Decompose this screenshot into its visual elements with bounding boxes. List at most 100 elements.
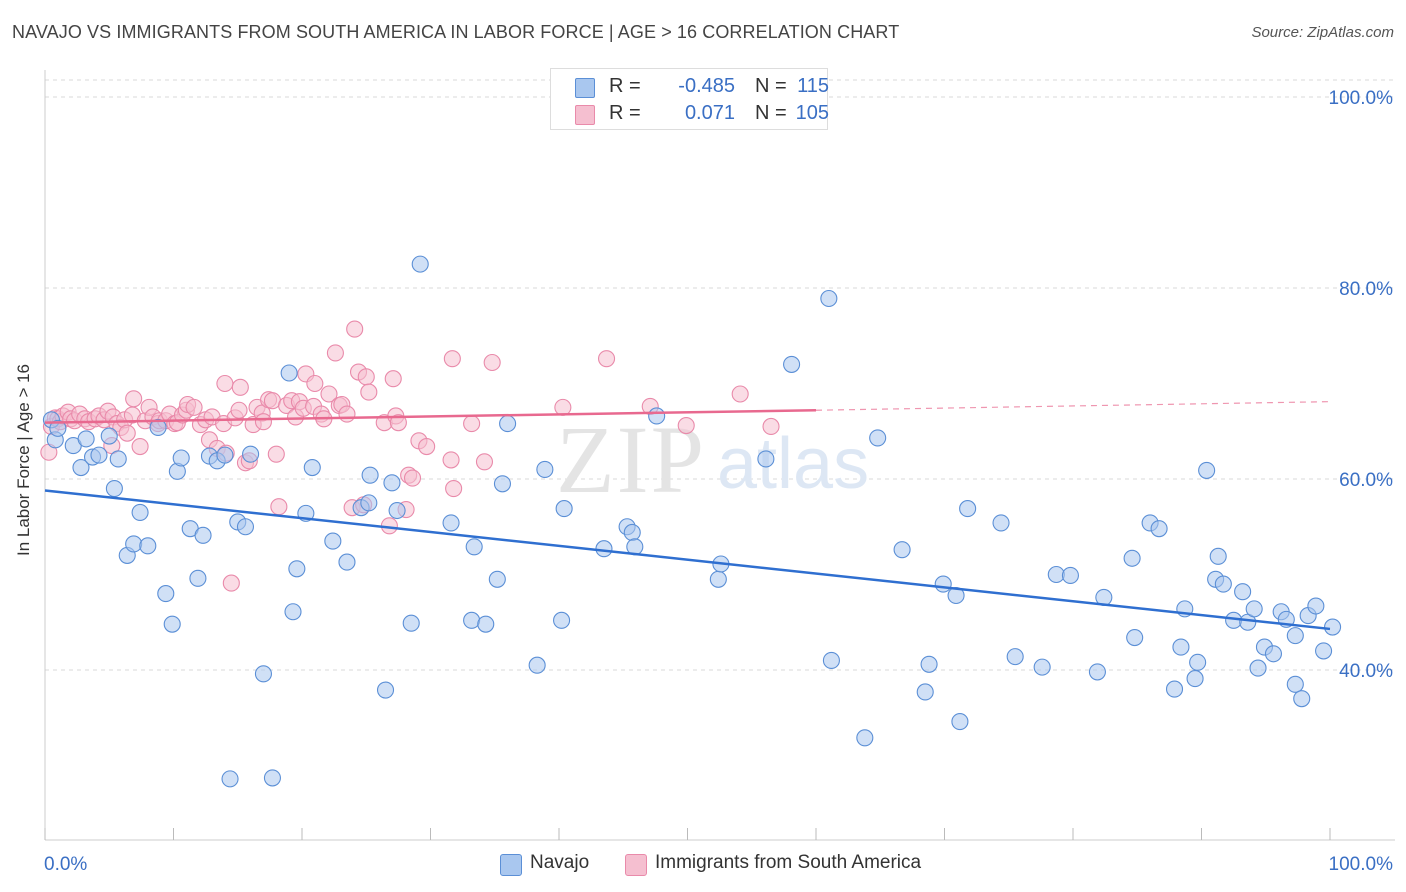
legend-n-value: 115 xyxy=(797,75,829,97)
point-navajo xyxy=(648,407,666,425)
legend-r-key: R = xyxy=(609,75,641,97)
point-navajo xyxy=(528,656,546,674)
point-navajo xyxy=(1061,566,1079,585)
point-navajo xyxy=(959,500,977,518)
point-navajo xyxy=(163,615,181,633)
point-south-america xyxy=(475,453,494,471)
point-navajo xyxy=(1123,549,1141,567)
point-navajo xyxy=(822,651,840,670)
point-navajo xyxy=(488,570,506,588)
point-navajo xyxy=(595,540,613,558)
legend-n-key: N = xyxy=(755,102,787,124)
point-navajo xyxy=(100,427,118,445)
point-south-america xyxy=(389,414,407,432)
point-navajo xyxy=(1249,659,1267,677)
watermark-atlas: atlas xyxy=(717,424,869,504)
point-navajo xyxy=(383,474,401,492)
point-navajo xyxy=(463,611,481,629)
legend-r-value: -0.485 xyxy=(678,75,735,97)
point-south-america xyxy=(320,385,338,403)
point-navajo xyxy=(536,460,554,479)
point-south-america xyxy=(554,398,572,416)
point-navajo xyxy=(869,429,887,447)
point-navajo xyxy=(1234,583,1252,601)
point-navajo xyxy=(1286,627,1304,645)
point-navajo xyxy=(402,614,420,632)
point-south-america xyxy=(254,413,273,431)
point-navajo xyxy=(553,611,571,629)
point-navajo xyxy=(109,450,127,468)
point-south-america xyxy=(418,437,436,456)
point-navajo xyxy=(493,475,512,493)
point-south-america xyxy=(357,368,375,386)
point-navajo xyxy=(442,514,460,532)
point-south-america xyxy=(338,405,356,423)
point-navajo xyxy=(1293,690,1311,708)
point-south-america xyxy=(231,378,249,396)
point-navajo xyxy=(951,713,969,731)
legend-n-value: 105 xyxy=(795,102,829,124)
point-navajo xyxy=(1126,628,1144,647)
point-navajo xyxy=(157,585,175,603)
point-navajo xyxy=(376,681,395,699)
point-navajo xyxy=(477,615,495,633)
legend-label-navajo: Navajo xyxy=(530,852,590,873)
point-navajo xyxy=(783,355,801,373)
point-south-america xyxy=(463,415,481,433)
point-navajo xyxy=(360,494,378,512)
legend-r-value: 0.071 xyxy=(684,102,735,124)
point-navajo xyxy=(236,518,255,536)
point-navajo xyxy=(623,523,641,542)
point-navajo xyxy=(139,537,157,555)
legend-swatch-navajo xyxy=(575,78,595,98)
legend-r-key: R = xyxy=(609,102,641,124)
point-south-america xyxy=(216,374,234,393)
trend-line-south-america-extension xyxy=(815,401,1331,411)
point-navajo xyxy=(709,570,727,588)
trend-line-south-america xyxy=(44,408,817,424)
x-tick-label-max: 100.0% xyxy=(1329,854,1394,875)
point-navajo xyxy=(1088,663,1106,681)
tick-labels: 40.0% 60.0% 80.0% 100.0% 0.0% 100.0% xyxy=(44,88,1393,875)
point-south-america xyxy=(445,479,463,498)
point-south-america xyxy=(762,417,780,436)
point-navajo xyxy=(1189,653,1207,671)
point-navajo xyxy=(216,446,234,464)
point-navajo xyxy=(411,255,429,273)
point-navajo xyxy=(934,575,952,593)
series-navajo xyxy=(42,255,1342,788)
point-south-america xyxy=(731,385,749,403)
point-navajo xyxy=(499,415,517,433)
point-navajo xyxy=(125,535,143,553)
point-navajo xyxy=(757,450,775,468)
point-navajo xyxy=(1033,658,1051,676)
legend-swatch-south-america xyxy=(575,105,595,125)
point-south-america xyxy=(360,383,378,401)
point-south-america xyxy=(442,451,460,469)
point-navajo xyxy=(105,479,123,498)
point-navajo xyxy=(303,458,321,477)
x-tick-label-min: 0.0% xyxy=(44,854,87,875)
point-south-america xyxy=(230,401,248,419)
point-navajo xyxy=(1286,675,1304,693)
watermark: ZIP atlas xyxy=(556,406,869,513)
point-south-america xyxy=(597,350,616,368)
point-navajo xyxy=(820,289,838,308)
point-south-america xyxy=(346,320,364,338)
point-navajo xyxy=(242,445,260,463)
point-south-america xyxy=(270,498,288,516)
point-navajo xyxy=(77,430,95,448)
correlation-legend: R = -0.485 N = 115 R = 0.071 N = 105 xyxy=(550,68,829,130)
y-tick-label: 40.0% xyxy=(1339,661,1393,682)
point-navajo xyxy=(1165,680,1184,698)
point-navajo xyxy=(149,418,167,436)
point-navajo xyxy=(221,770,239,788)
point-navajo xyxy=(1245,600,1263,618)
point-navajo xyxy=(916,683,934,701)
point-south-america xyxy=(306,374,324,393)
point-south-america xyxy=(443,350,461,368)
trend-line-navajo xyxy=(44,489,1331,631)
y-tick-label: 80.0% xyxy=(1339,279,1393,300)
point-navajo xyxy=(1315,642,1333,660)
point-navajo xyxy=(893,541,911,559)
